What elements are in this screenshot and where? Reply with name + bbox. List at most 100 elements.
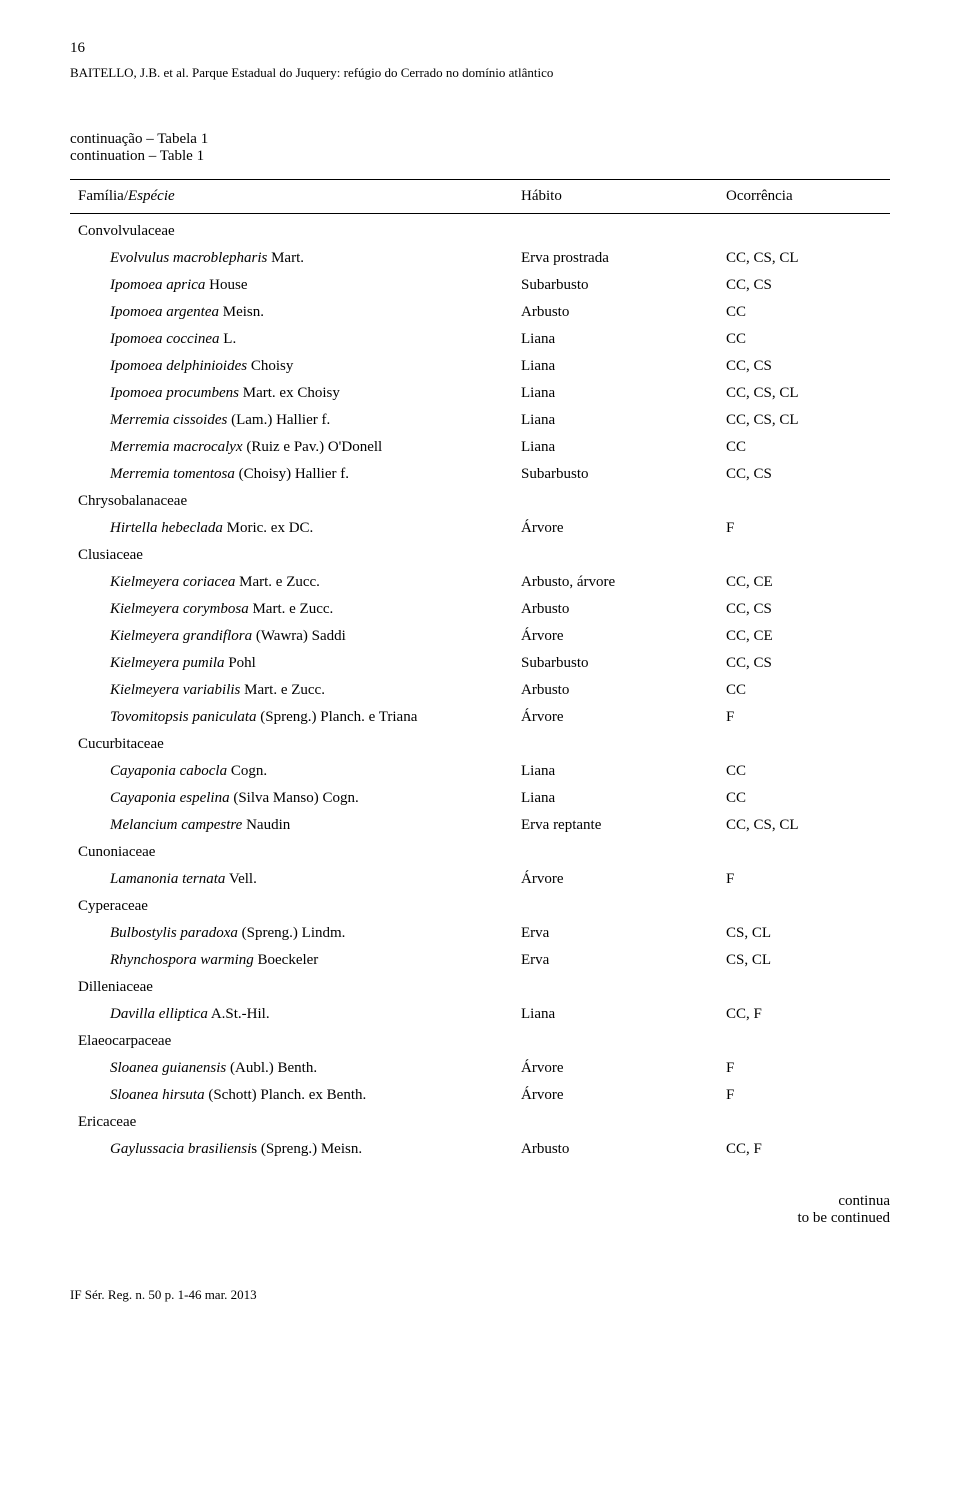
species-occurrence: CC, CS, CL xyxy=(726,250,890,267)
species-occurrence: CC, CE xyxy=(726,628,890,645)
header-species-italic: Espécie xyxy=(128,188,175,204)
species-occurrence: CC xyxy=(726,790,890,807)
species-name: Ipomoea argentea Meisn. xyxy=(70,304,521,321)
family-row: Convolvulaceae xyxy=(70,218,890,245)
species-name: Merremia tomentosa (Choisy) Hallier f. xyxy=(70,466,521,483)
species-occurrence: CC, F xyxy=(726,1141,890,1158)
species-occurrence: CC, CS xyxy=(726,277,890,294)
species-row: Cayaponia cabocla Cogn.LianaCC xyxy=(70,758,890,785)
species-occurrence: CC xyxy=(726,763,890,780)
species-name: Kielmeyera coriacea Mart. e Zucc. xyxy=(70,574,521,591)
species-name: Kielmeyera grandiflora (Wawra) Saddi xyxy=(70,628,521,645)
family-row: Ericaceae xyxy=(70,1109,890,1136)
species-habit: Árvore xyxy=(521,628,726,645)
species-occurrence: CC, CS xyxy=(726,601,890,618)
species-occurrence: CC, F xyxy=(726,1006,890,1023)
species-name: Davilla elliptica A.St.-Hil. xyxy=(70,1006,521,1023)
species-occurrence: F xyxy=(726,709,890,726)
species-habit: Arbusto xyxy=(521,304,726,321)
species-row: Gaylussacia brasiliensis (Spreng.) Meisn… xyxy=(70,1136,890,1163)
running-header: BAITELLO, J.B. et al. Parque Estadual do… xyxy=(70,65,890,81)
species-habit: Arbusto xyxy=(521,601,726,618)
species-row: Melancium campestre NaudinErva reptanteC… xyxy=(70,812,890,839)
species-row: Kielmeyera corymbosa Mart. e Zucc.Arbust… xyxy=(70,596,890,623)
species-row: Rhynchospora warming BoeckelerErvaCS, CL xyxy=(70,947,890,974)
species-name: Melancium campestre Naudin xyxy=(70,817,521,834)
species-row: Kielmeyera coriacea Mart. e Zucc.Arbusto… xyxy=(70,569,890,596)
species-habit: Arbusto xyxy=(521,1141,726,1158)
species-name: Gaylussacia brasiliensis (Spreng.) Meisn… xyxy=(70,1141,521,1158)
species-occurrence: CC xyxy=(726,439,890,456)
species-habit: Arbusto xyxy=(521,682,726,699)
species-occurrence: CC, CS xyxy=(726,466,890,483)
species-name: Ipomoea coccinea L. xyxy=(70,331,521,348)
species-habit: Erva prostrada xyxy=(521,250,726,267)
species-occurrence: F xyxy=(726,520,890,537)
continua-line-1: continua xyxy=(70,1193,890,1210)
family-row: Dilleniaceae xyxy=(70,974,890,1001)
species-habit: Arbusto, árvore xyxy=(521,574,726,591)
continuation-line-1: continuação – Tabela 1 xyxy=(70,131,890,148)
species-habit: Árvore xyxy=(521,520,726,537)
table-body: ConvolvulaceaeEvolvulus macroblepharis M… xyxy=(70,218,890,1163)
species-row: Ipomoea delphinioides ChoisyLianaCC, CS xyxy=(70,353,890,380)
species-name: Cayaponia cabocla Cogn. xyxy=(70,763,521,780)
species-name: Merremia macrocalyx (Ruiz e Pav.) O'Done… xyxy=(70,439,521,456)
continuation-block: continuação – Tabela 1 continuation – Ta… xyxy=(70,131,890,165)
continua-line-2: to be continued xyxy=(70,1210,890,1227)
species-row: Merremia macrocalyx (Ruiz e Pav.) O'Done… xyxy=(70,434,890,461)
header-species: Família/Espécie xyxy=(70,188,521,205)
species-row: Kielmeyera variabilis Mart. e Zucc.Arbus… xyxy=(70,677,890,704)
species-occurrence: CC, CE xyxy=(726,574,890,591)
header-occurrence: Ocorrência xyxy=(726,188,890,205)
species-row: Tovomitopsis paniculata (Spreng.) Planch… xyxy=(70,704,890,731)
species-habit: Subarbusto xyxy=(521,655,726,672)
species-name: Bulbostylis paradoxa (Spreng.) Lindm. xyxy=(70,925,521,942)
species-occurrence: F xyxy=(726,871,890,888)
species-habit: Liana xyxy=(521,439,726,456)
species-table: Família/Espécie Hábito Ocorrência Convol… xyxy=(70,179,890,1163)
species-habit: Liana xyxy=(521,412,726,429)
family-row: Clusiaceae xyxy=(70,542,890,569)
species-habit: Erva xyxy=(521,952,726,969)
species-row: Kielmeyera grandiflora (Wawra) SaddiÁrvo… xyxy=(70,623,890,650)
species-occurrence: F xyxy=(726,1060,890,1077)
family-row: Chrysobalanaceae xyxy=(70,488,890,515)
species-habit: Liana xyxy=(521,385,726,402)
species-row: Hirtella hebeclada Moric. ex DC.ÁrvoreF xyxy=(70,515,890,542)
species-occurrence: CC xyxy=(726,682,890,699)
species-name: Merremia cissoides (Lam.) Hallier f. xyxy=(70,412,521,429)
species-habit: Liana xyxy=(521,763,726,780)
species-occurrence: F xyxy=(726,1087,890,1104)
species-habit: Árvore xyxy=(521,871,726,888)
species-habit: Árvore xyxy=(521,709,726,726)
species-habit: Liana xyxy=(521,1006,726,1023)
species-habit: Subarbusto xyxy=(521,466,726,483)
family-row: Cucurbitaceae xyxy=(70,731,890,758)
species-name: Ipomoea procumbens Mart. ex Choisy xyxy=(70,385,521,402)
species-occurrence: CC, CS xyxy=(726,358,890,375)
species-habit: Árvore xyxy=(521,1060,726,1077)
species-habit: Liana xyxy=(521,331,726,348)
species-name: Ipomoea delphinioides Choisy xyxy=(70,358,521,375)
species-name: Sloanea hirsuta (Schott) Planch. ex Bent… xyxy=(70,1087,521,1104)
species-row: Evolvulus macroblepharis Mart.Erva prost… xyxy=(70,245,890,272)
continuation-line-2: continuation – Table 1 xyxy=(70,148,890,165)
species-row: Merremia tomentosa (Choisy) Hallier f.Su… xyxy=(70,461,890,488)
species-occurrence: CS, CL xyxy=(726,925,890,942)
species-occurrence: CC xyxy=(726,331,890,348)
species-row: Ipomoea procumbens Mart. ex ChoisyLianaC… xyxy=(70,380,890,407)
species-occurrence: CS, CL xyxy=(726,952,890,969)
species-row: Ipomoea argentea Meisn.ArbustoCC xyxy=(70,299,890,326)
species-name: Rhynchospora warming Boeckeler xyxy=(70,952,521,969)
species-row: Davilla elliptica A.St.-Hil.LianaCC, F xyxy=(70,1001,890,1028)
species-occurrence: CC, CS, CL xyxy=(726,412,890,429)
species-row: Ipomoea coccinea L.LianaCC xyxy=(70,326,890,353)
family-row: Elaeocarpaceae xyxy=(70,1028,890,1055)
species-habit: Liana xyxy=(521,358,726,375)
species-occurrence: CC, CS xyxy=(726,655,890,672)
species-name: Ipomoea aprica House xyxy=(70,277,521,294)
species-name: Evolvulus macroblepharis Mart. xyxy=(70,250,521,267)
header-habit: Hábito xyxy=(521,188,726,205)
species-row: Ipomoea aprica HouseSubarbustoCC, CS xyxy=(70,272,890,299)
